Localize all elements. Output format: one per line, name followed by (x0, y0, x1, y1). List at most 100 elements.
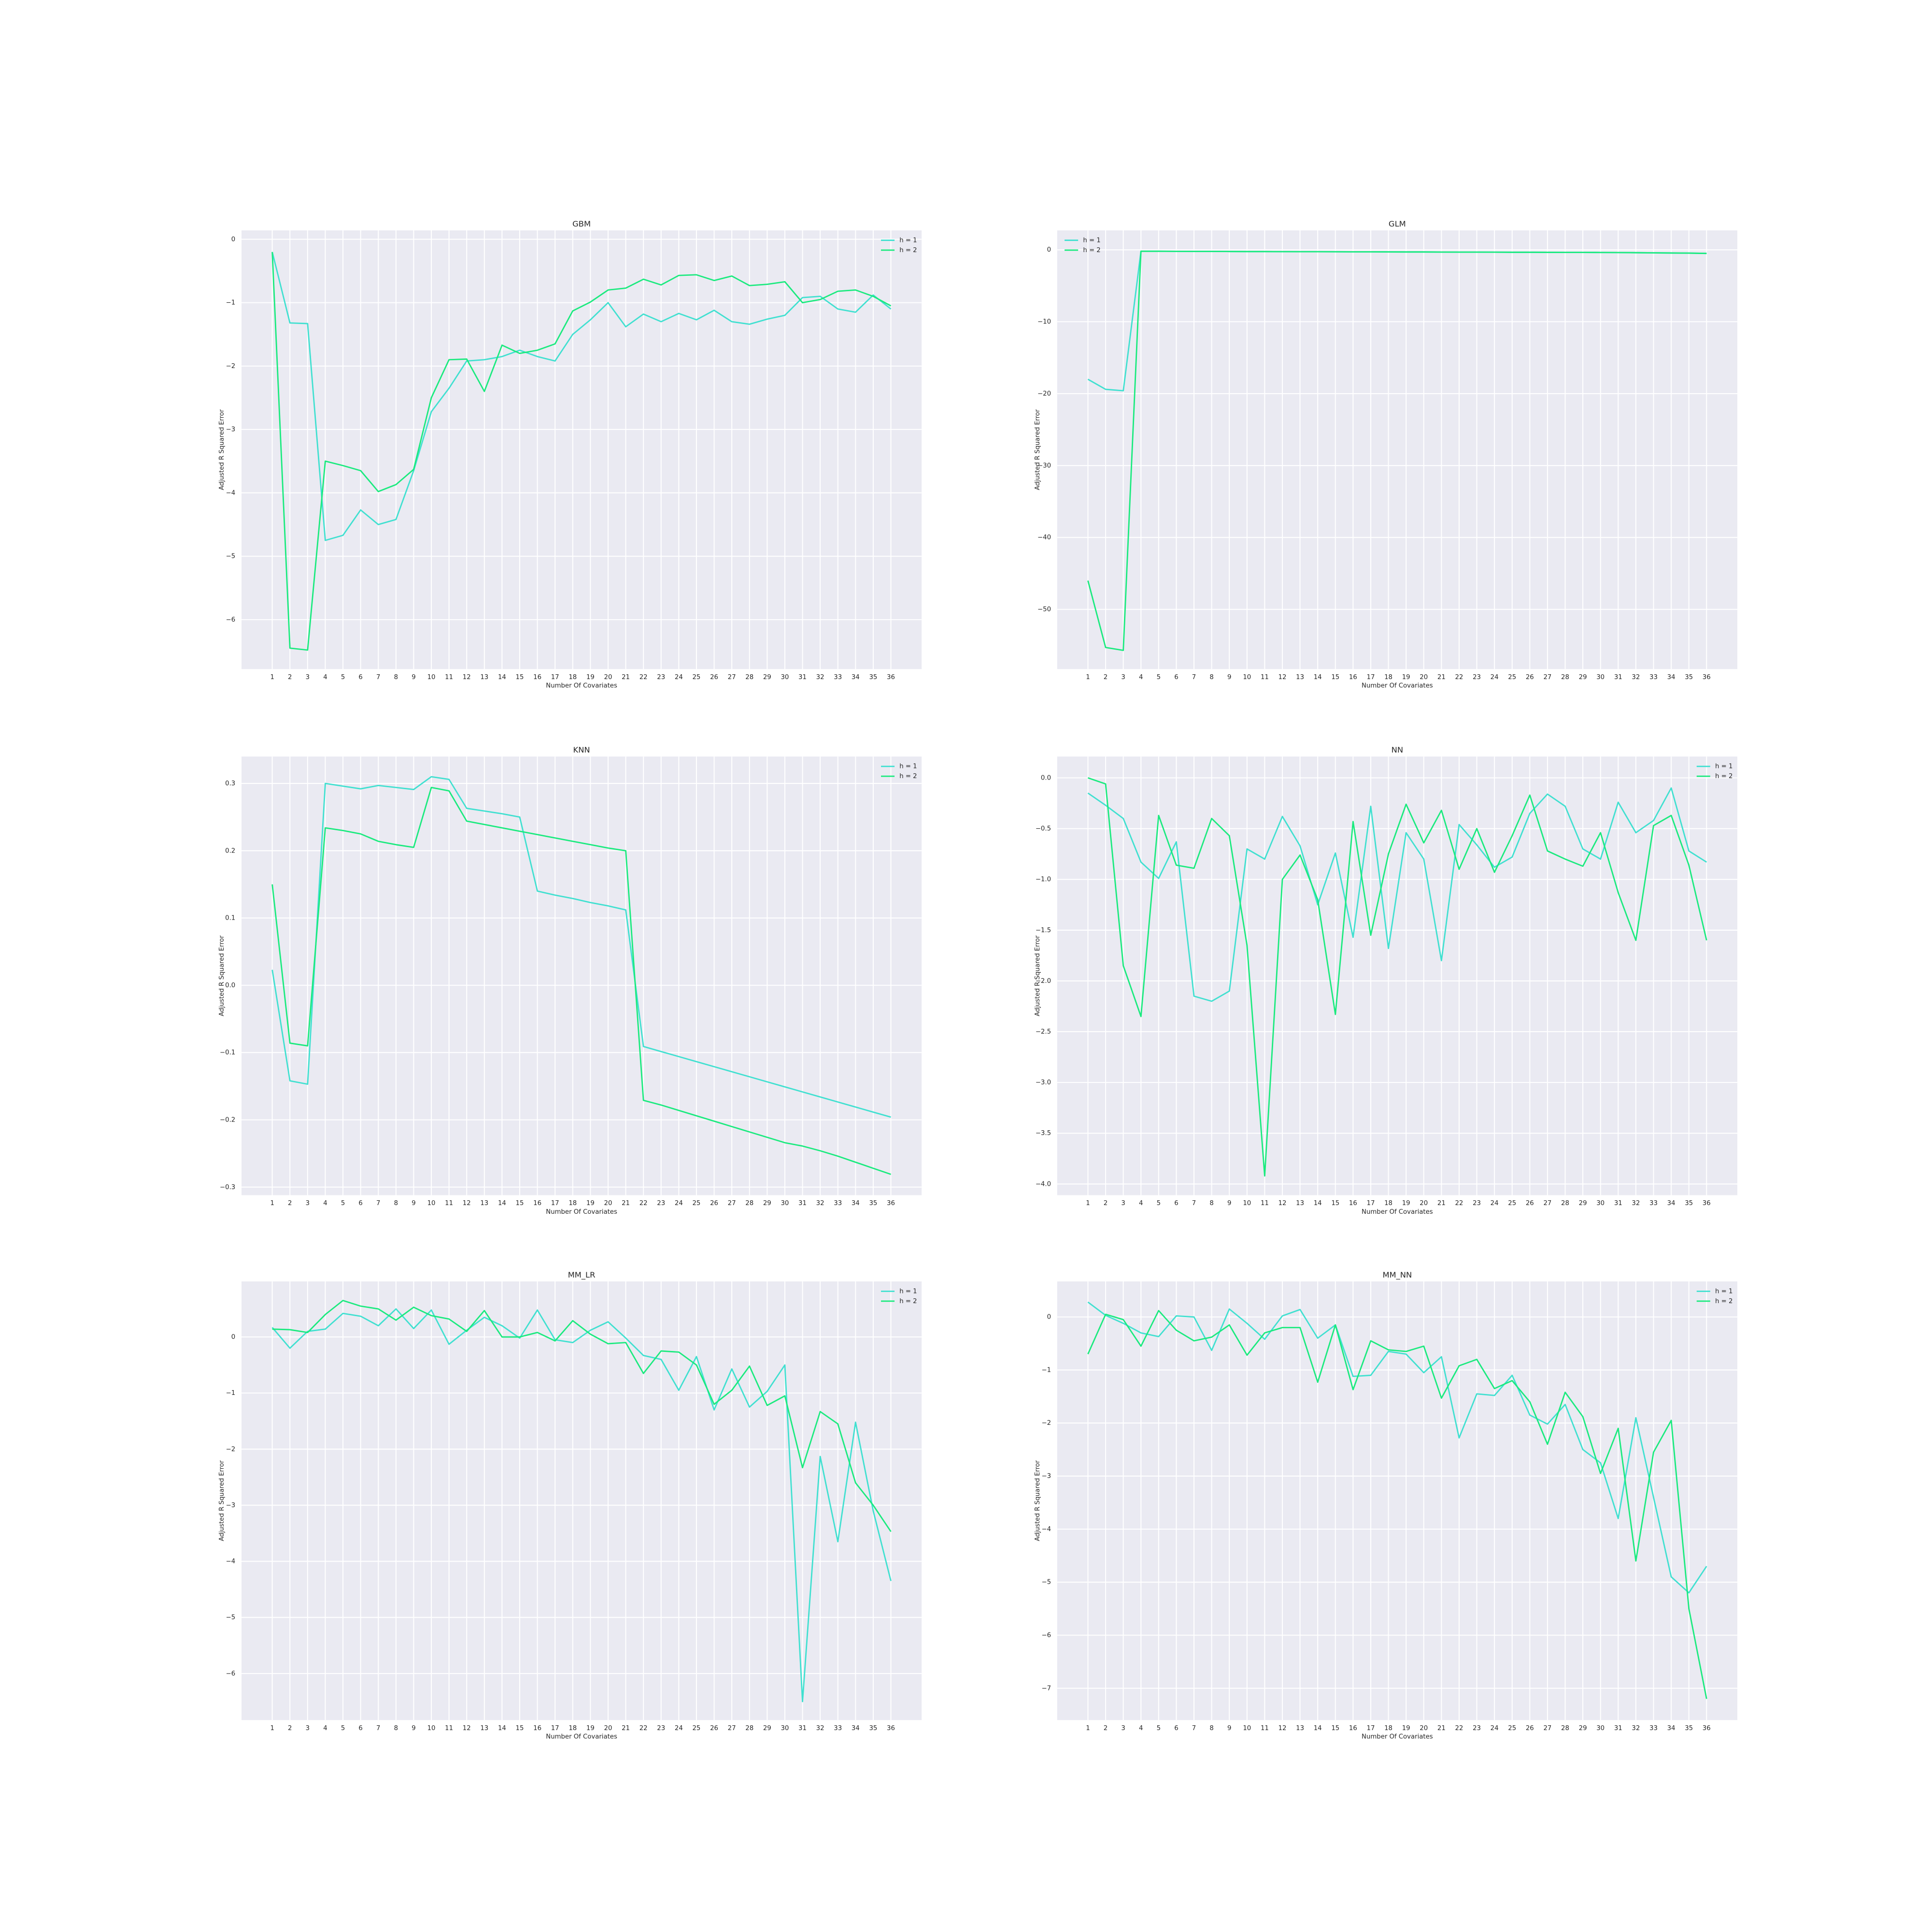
x-tick-label: 8 (1209, 674, 1213, 681)
x-tick-label: 5 (341, 1200, 345, 1207)
x-tick-label: 4 (323, 674, 327, 681)
x-tick-label: 23 (657, 674, 665, 681)
x-tick-label: 12 (463, 1725, 471, 1732)
x-tick-label: 27 (728, 1200, 736, 1207)
x-tick-label: 28 (1561, 674, 1569, 681)
x-tick-label: 13 (480, 674, 488, 681)
x-tick-label: 33 (1649, 1200, 1658, 1207)
data-line (271, 252, 892, 541)
y-tick-label: −2 (226, 1446, 236, 1453)
y-tick-label: 0.0 (225, 982, 235, 989)
x-tick-label: 14 (1314, 1725, 1322, 1732)
x-tick-label: 27 (1543, 1200, 1551, 1207)
x-tick-label: 2 (1104, 674, 1108, 681)
y-tick-label: −1.0 (1036, 876, 1051, 883)
y-tick-label: −4.0 (1036, 1180, 1051, 1188)
x-tick-label: 29 (1579, 1200, 1587, 1207)
y-tick-label: 0.3 (225, 780, 235, 787)
y-axis-label: Adjusted R Squared Error (218, 409, 226, 490)
x-tick-label: 24 (675, 1200, 683, 1207)
x-tick-label: 33 (1649, 1725, 1658, 1732)
x-tick-label: 17 (1367, 1725, 1375, 1732)
x-tick-label: 32 (1632, 1725, 1640, 1732)
x-tick-label: 36 (1703, 674, 1711, 681)
x-axis-label: Number Of Covariates (1362, 1208, 1433, 1216)
x-tick-label: 4 (1139, 1725, 1143, 1732)
x-tick-label: 16 (533, 1725, 541, 1732)
x-tick-label: 31 (798, 1725, 807, 1732)
y-tick-label: −5 (226, 1614, 236, 1621)
y-tick-label: −0.3 (220, 1184, 235, 1191)
y-tick-label: −2.5 (1036, 1028, 1051, 1036)
x-tick-label: 14 (498, 1725, 506, 1732)
subplot: 0.30.20.10.0−0.1−0.2−0.31 2 3 4 5 6 7 8 9 10 11 12 1… (218, 745, 922, 1216)
x-tick-label: 31 (1614, 1200, 1622, 1207)
x-tick-label: 9 (1227, 1200, 1231, 1207)
x-tick-label: 20 (1420, 1200, 1428, 1207)
x-tick-label: 36 (1703, 1725, 1711, 1732)
legend-label: h = 2 (899, 773, 917, 780)
y-tick-label: 0 (231, 1334, 235, 1341)
x-tick-label: 13 (1296, 1200, 1304, 1207)
chart-title: NN (1392, 745, 1403, 754)
y-tick-label: 0.2 (225, 847, 235, 854)
y-tick-label: −1 (1041, 1366, 1051, 1374)
x-tick-label: 14 (1314, 674, 1322, 681)
x-tick-label: 35 (1685, 1200, 1693, 1207)
y-tick-label: −50 (1037, 606, 1051, 613)
x-tick-label: 30 (1596, 1200, 1605, 1207)
x-tick-label: 30 (781, 1725, 789, 1732)
x-tick-label: 20 (604, 674, 612, 681)
x-tick-label: 17 (551, 1725, 559, 1732)
x-tick-label: 19 (1402, 1725, 1410, 1732)
x-tick-label: 15 (1331, 1725, 1339, 1732)
x-axis-label: Number Of Covariates (546, 1733, 617, 1741)
plot-area (1057, 1281, 1737, 1720)
x-tick-label: 1 (270, 1200, 274, 1207)
legend-label: h = 1 (899, 763, 917, 770)
x-tick-label: 13 (1296, 1725, 1304, 1732)
chart-title: GLM (1389, 219, 1406, 228)
x-tick-label: 18 (568, 1725, 577, 1732)
x-tick-label: 6 (358, 1200, 362, 1207)
x-tick-label: 4 (323, 1200, 327, 1207)
x-tick-label: 28 (745, 674, 753, 681)
x-tick-label: 14 (498, 674, 506, 681)
x-tick-label: 31 (1614, 1725, 1622, 1732)
x-tick-label: 6 (358, 1725, 362, 1732)
x-tick-label: 33 (834, 674, 842, 681)
x-tick-label: 11 (1261, 1725, 1269, 1732)
x-tick-label: 3 (306, 1200, 310, 1207)
x-tick-label: 19 (586, 1725, 595, 1732)
chart-title: GBM (572, 219, 591, 228)
x-tick-label: 4 (1139, 1200, 1143, 1207)
x-tick-label: 20 (1420, 674, 1428, 681)
x-tick-label: 2 (288, 1200, 292, 1207)
x-axis-label: Number Of Covariates (1362, 682, 1433, 690)
x-tick-label: 21 (1437, 1725, 1446, 1732)
y-tick-label: −3.5 (1036, 1130, 1051, 1137)
x-tick-label: 7 (376, 1725, 380, 1732)
x-tick-label: 35 (869, 1725, 877, 1732)
x-tick-label: 27 (1543, 1725, 1551, 1732)
x-tick-label: 36 (887, 674, 895, 681)
legend-label: h = 2 (1715, 773, 1733, 780)
subplot: 0−10−20−30−40−501 2 3 4 5 6 7 8 9 10 11 12 13 14 15 16 1… (1034, 219, 1737, 690)
x-tick-label: 8 (394, 1725, 398, 1732)
x-tick-label: 6 (1174, 674, 1178, 681)
x-tick-label: 18 (1384, 1200, 1392, 1207)
x-tick-label: 18 (568, 1200, 577, 1207)
x-tick-label: 31 (798, 1200, 807, 1207)
x-tick-label: 12 (1279, 674, 1287, 681)
x-tick-label: 8 (1209, 1725, 1213, 1732)
x-tick-label: 32 (816, 1725, 824, 1732)
x-tick-label: 3 (1121, 1725, 1125, 1732)
subplot: 0−1−2−3−4−5−61 2 3 4 5 6 7 8 9 10 11 12 13 14 15 16 17 18… (218, 219, 922, 690)
x-tick-label: 27 (728, 1725, 736, 1732)
x-tick-label: 22 (1455, 674, 1463, 681)
y-tick-label: −2 (1041, 1420, 1051, 1427)
x-tick-label: 36 (1703, 1200, 1711, 1207)
x-tick-label: 22 (1455, 1725, 1463, 1732)
y-tick-label: −6 (1041, 1632, 1051, 1639)
